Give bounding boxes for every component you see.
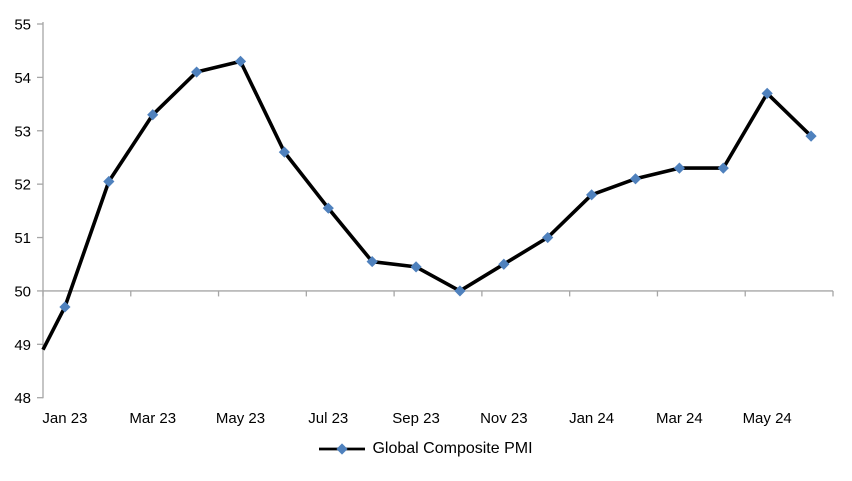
data-point-marker <box>191 66 203 78</box>
x-axis-label: Mar 24 <box>656 410 703 427</box>
x-axis-label: Sep 23 <box>392 410 440 427</box>
data-point-marker <box>805 130 817 142</box>
data-point-marker <box>147 109 159 121</box>
y-axis-label: 51 <box>14 230 31 247</box>
y-axis-label: 52 <box>14 177 31 194</box>
data-point-marker <box>322 202 334 214</box>
pmi-line <box>41 59 813 351</box>
y-axis-label: 54 <box>14 70 31 87</box>
data-point-marker <box>498 258 510 270</box>
data-point-marker <box>366 255 378 268</box>
x-axis-label: May 23 <box>216 410 265 427</box>
data-point-marker <box>59 301 71 313</box>
data-point-marker <box>586 189 598 201</box>
data-point-marker <box>717 162 729 174</box>
legend: Global Composite PMI <box>0 438 852 460</box>
legend-label: Global Composite PMI <box>372 440 533 457</box>
y-axis-label: 53 <box>14 123 31 140</box>
data-point-marker <box>673 162 685 174</box>
data-point-marker <box>278 146 290 158</box>
data-point-marker <box>629 173 642 185</box>
y-axis-label: 48 <box>14 390 31 407</box>
data-point-marker <box>761 87 773 100</box>
data-point-marker <box>542 231 554 244</box>
data-point-marker <box>454 285 466 297</box>
data-point-marker <box>234 55 247 67</box>
x-axis-label: May 24 <box>743 410 792 427</box>
x-axis-label: Nov 23 <box>480 410 528 427</box>
y-axis-label: 55 <box>14 17 31 34</box>
y-axis-label: 49 <box>14 337 31 354</box>
x-axis-label: Jan 23 <box>42 410 87 427</box>
x-axis-label: Jan 24 <box>569 410 614 427</box>
y-axis-label: 50 <box>14 283 31 300</box>
pmi-chart-plot: 48 49 50 51 52 53 54 55 Jan 23 Mar 23 May 23 Jul 23… <box>14 17 834 427</box>
x-axis-label: Mar 23 <box>129 410 176 427</box>
legend-diamond-marker-icon <box>336 443 349 455</box>
legend-line-diamond-icon <box>319 443 366 455</box>
data-point-marker <box>410 261 422 273</box>
x-axis-label: Jul 23 <box>308 410 348 427</box>
data-point-marker <box>103 175 115 188</box>
